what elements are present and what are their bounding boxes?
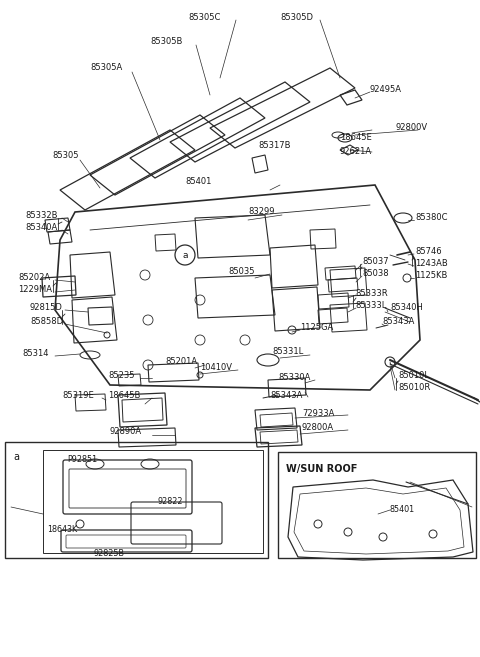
Text: 92800V: 92800V <box>395 124 427 133</box>
Text: 85201A: 85201A <box>165 357 197 367</box>
Text: 83299: 83299 <box>248 208 275 217</box>
Text: 85235: 85235 <box>108 371 134 380</box>
Text: 85317B: 85317B <box>258 141 290 150</box>
Text: 85305D: 85305D <box>280 14 313 22</box>
Text: 92800A: 92800A <box>302 424 334 432</box>
Text: 85332B: 85332B <box>25 210 58 219</box>
Text: 85305A: 85305A <box>90 64 122 72</box>
Text: 85343A: 85343A <box>270 390 302 399</box>
Text: 85401: 85401 <box>185 177 211 187</box>
Text: 85746: 85746 <box>415 248 442 256</box>
Text: 85010L: 85010L <box>398 371 429 380</box>
Text: 85331L: 85331L <box>272 348 303 357</box>
Text: 85380C: 85380C <box>415 214 447 223</box>
Text: 85340H: 85340H <box>390 304 423 313</box>
Text: 85343A: 85343A <box>382 317 414 327</box>
Text: 1125KB: 1125KB <box>415 271 447 281</box>
Text: 85202A: 85202A <box>18 273 50 283</box>
Text: a: a <box>182 250 188 260</box>
Text: 92890A: 92890A <box>110 428 142 436</box>
Text: 92495A: 92495A <box>370 85 402 95</box>
Text: 92815D: 92815D <box>30 304 63 313</box>
Text: 85319E: 85319E <box>62 390 94 399</box>
Text: 85305: 85305 <box>52 150 79 160</box>
Text: 85305C: 85305C <box>188 14 220 22</box>
Text: W/SUN ROOF: W/SUN ROOF <box>286 464 358 474</box>
Text: 85858D: 85858D <box>30 317 63 327</box>
Text: 18645E: 18645E <box>340 133 372 143</box>
Text: 18643K: 18643K <box>47 526 77 535</box>
Text: 85401: 85401 <box>390 505 415 514</box>
Text: 1229MA: 1229MA <box>18 286 52 294</box>
Text: 85330A: 85330A <box>278 373 311 382</box>
Text: 10410V: 10410V <box>200 363 232 373</box>
Text: a: a <box>13 452 19 462</box>
Text: 85037: 85037 <box>362 258 389 267</box>
Text: 1125GA: 1125GA <box>300 323 333 332</box>
Text: P92851: P92851 <box>67 455 97 463</box>
Text: 72933A: 72933A <box>302 409 335 417</box>
Text: 85035: 85035 <box>228 267 254 277</box>
Text: 85333R: 85333R <box>355 288 388 298</box>
Text: 1243AB: 1243AB <box>415 260 448 269</box>
Text: 92825B: 92825B <box>93 549 124 558</box>
Text: 85314: 85314 <box>22 350 48 359</box>
Text: 92621A: 92621A <box>340 148 372 156</box>
Text: 85340A: 85340A <box>25 223 57 233</box>
Text: 18645B: 18645B <box>108 390 140 399</box>
Text: 85038: 85038 <box>362 269 389 279</box>
Text: 92822: 92822 <box>157 497 182 507</box>
Text: 85305B: 85305B <box>150 37 182 47</box>
Text: 85010R: 85010R <box>398 384 430 392</box>
Text: 85333L: 85333L <box>355 302 386 311</box>
